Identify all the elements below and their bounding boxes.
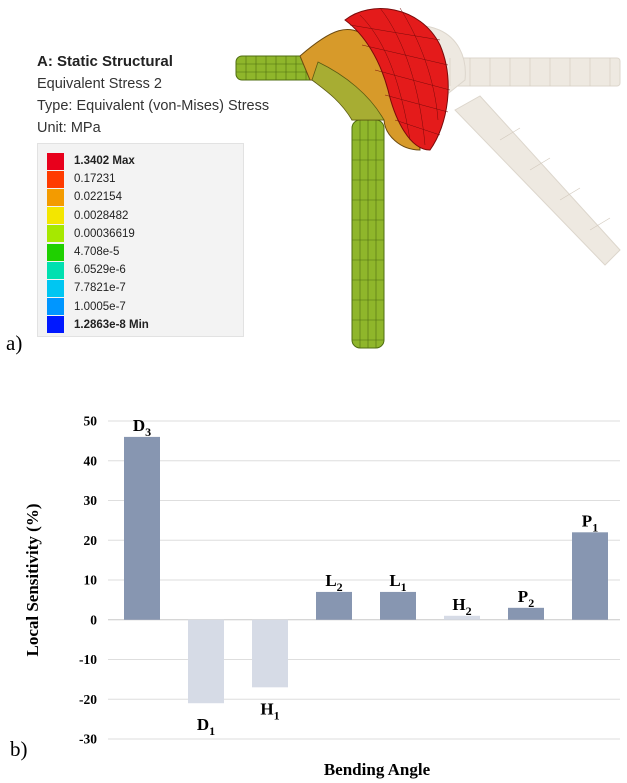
bar-label-D3: D3 — [133, 416, 151, 439]
legend-entry: 1.3402 Max — [47, 152, 135, 170]
fea-mesh-illustration — [235, 7, 621, 349]
y-axis-title: Local Sensitivity (%) — [23, 504, 42, 657]
panel-a-letter: a) — [6, 331, 23, 355]
legend-swatch — [47, 188, 64, 206]
y-tick-label: 30 — [84, 493, 98, 508]
legend-value: 1.0005e-7 — [74, 300, 126, 313]
bar-label-subscript: 2 — [466, 604, 472, 618]
legend-entry: 6.0529e-6 — [47, 261, 126, 279]
y-tick-label: -20 — [79, 692, 97, 707]
ghost-mesh-lines — [429, 58, 611, 231]
y-tick-label: -10 — [79, 652, 97, 667]
bar-P2 — [508, 607, 544, 620]
bar-label-subscript: 1 — [592, 520, 598, 534]
legend-value: 0.022154 — [74, 191, 122, 204]
legend-value: 0.0028482 — [74, 209, 129, 222]
legend-swatch — [47, 298, 64, 316]
bar-L2 — [316, 591, 352, 620]
color-legend: 1.3402 Max 0.17231 0.022154 0.0028482 0.0003… — [37, 143, 244, 337]
bar-label-P2: P2 — [518, 587, 534, 610]
bar-D3 — [124, 436, 160, 620]
legend-swatch — [47, 316, 64, 334]
fea-stress-panel: A: Static Structural Equivalent Stress 2… — [0, 0, 627, 360]
bar-label-subscript: 2 — [528, 596, 534, 610]
bar-label-main: H — [260, 699, 273, 718]
x-axis-title: Bending Angle — [324, 760, 431, 779]
bar-label-subscript: 1 — [209, 724, 215, 738]
bar-P1 — [572, 532, 608, 620]
legend-value: 0.00036619 — [74, 227, 135, 240]
bar-label-subscript: 2 — [337, 580, 343, 594]
y-tick-label: -30 — [79, 732, 97, 747]
legend-entry: 1.0005e-7 — [47, 298, 126, 316]
bar-label-main: L — [325, 571, 336, 590]
bar-H1 — [252, 619, 288, 688]
legend-entry: 0.17231 — [47, 170, 116, 188]
bar-label-H2: H2 — [452, 595, 471, 618]
bar-label-main: P — [582, 511, 592, 530]
legend-entry: 7.7821e-7 — [47, 279, 126, 297]
legend-swatch — [47, 225, 64, 243]
legend-swatch — [47, 152, 64, 170]
y-tick-label: 0 — [90, 612, 97, 627]
chart-bars — [124, 436, 608, 704]
y-tick-label: 20 — [84, 533, 98, 548]
bar-label-subscript: 3 — [145, 425, 151, 439]
outlet-tube — [351, 119, 385, 349]
bar-label-main: D — [133, 416, 145, 435]
legend-value: 0.17231 — [74, 173, 116, 186]
legend-result-type: Type: Equivalent (von-Mises) Stress — [37, 98, 270, 114]
legend-entry: 0.00036619 — [47, 225, 135, 243]
legend-value: 1.3402 Max — [74, 155, 135, 167]
legend-value: 6.0529e-6 — [74, 264, 126, 277]
bar-label-main: H — [452, 595, 465, 614]
legend-entry: 0.022154 — [47, 188, 122, 206]
legend-result-name: Equivalent Stress 2 — [37, 76, 162, 92]
bar-L1 — [380, 591, 416, 620]
legend-value: 7.7821e-7 — [74, 282, 126, 295]
bar-label-main: L — [389, 571, 400, 590]
panel-b-letter: b) — [10, 737, 28, 761]
legend-entry: 1.2863e-8 Min — [47, 316, 149, 334]
legend-unit: Unit: MPa — [37, 120, 101, 136]
bar-label-subscript: 1 — [274, 708, 280, 722]
legend-swatch — [47, 207, 64, 225]
bar-label-main: D — [197, 715, 209, 734]
bar-label-D1: D1 — [197, 715, 215, 738]
y-tick-label: 10 — [84, 573, 98, 588]
legend-value: 1.2863e-8 Min — [74, 318, 149, 331]
legend-swatch — [47, 261, 64, 279]
bar-label-L2: L2 — [325, 571, 342, 594]
legend-swatch — [47, 170, 64, 188]
legend-value: 4.708e-5 — [74, 246, 120, 258]
legend-title: A: Static Structural — [37, 53, 173, 70]
bar-H2 — [444, 615, 480, 620]
legend-entry: 4.708e-5 — [47, 243, 119, 261]
chart-gridlines — [108, 420, 620, 740]
y-tick-label: 40 — [84, 453, 98, 468]
y-axis-ticks: -30 -20 -10 0 10 20 30 40 50 — [79, 414, 97, 747]
bar-label-H1: H1 — [260, 699, 279, 722]
bar-D1 — [188, 619, 224, 704]
y-tick-label: 50 — [84, 414, 98, 429]
bar-label-L1: L1 — [389, 571, 406, 594]
bar-label-P1: P1 — [582, 511, 598, 534]
legend-swatch — [47, 279, 64, 297]
legend-entry: 0.0028482 — [47, 207, 128, 225]
legend-swatch — [47, 243, 64, 261]
stress-dome — [344, 7, 451, 151]
bar-label-subscript: 1 — [401, 580, 407, 594]
bar-label-main: P — [518, 587, 528, 606]
